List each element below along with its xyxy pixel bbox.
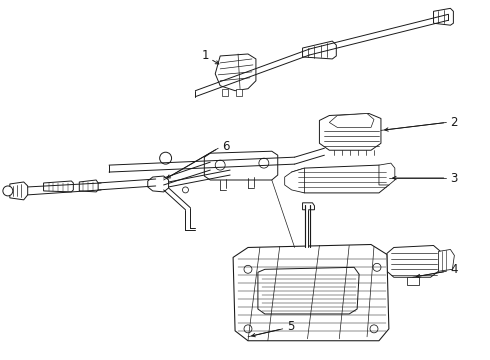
- Text: 6: 6: [222, 140, 230, 153]
- Polygon shape: [233, 244, 389, 341]
- Polygon shape: [215, 54, 256, 91]
- Circle shape: [244, 325, 252, 333]
- Polygon shape: [434, 8, 453, 25]
- Polygon shape: [285, 168, 305, 193]
- Polygon shape: [44, 181, 74, 192]
- Text: 5: 5: [287, 320, 294, 333]
- Circle shape: [244, 265, 252, 273]
- Polygon shape: [258, 267, 359, 314]
- Polygon shape: [79, 180, 98, 192]
- Polygon shape: [236, 89, 242, 96]
- Text: 2: 2: [450, 116, 458, 129]
- Polygon shape: [10, 182, 28, 200]
- Polygon shape: [319, 113, 381, 150]
- Circle shape: [182, 187, 189, 193]
- Circle shape: [373, 264, 381, 271]
- Circle shape: [160, 152, 172, 164]
- Polygon shape: [379, 163, 395, 185]
- Polygon shape: [439, 249, 454, 271]
- Polygon shape: [204, 151, 278, 180]
- Circle shape: [370, 325, 378, 333]
- Text: 1: 1: [201, 49, 209, 63]
- Text: 4: 4: [450, 263, 458, 276]
- Text: 3: 3: [450, 171, 458, 185]
- Polygon shape: [302, 41, 336, 59]
- Circle shape: [3, 186, 13, 196]
- Polygon shape: [387, 246, 441, 277]
- Polygon shape: [329, 113, 374, 127]
- Polygon shape: [148, 176, 169, 192]
- Circle shape: [215, 160, 225, 170]
- Polygon shape: [292, 165, 391, 193]
- Polygon shape: [302, 203, 315, 210]
- Polygon shape: [407, 277, 418, 285]
- Polygon shape: [222, 89, 228, 96]
- Circle shape: [259, 158, 269, 168]
